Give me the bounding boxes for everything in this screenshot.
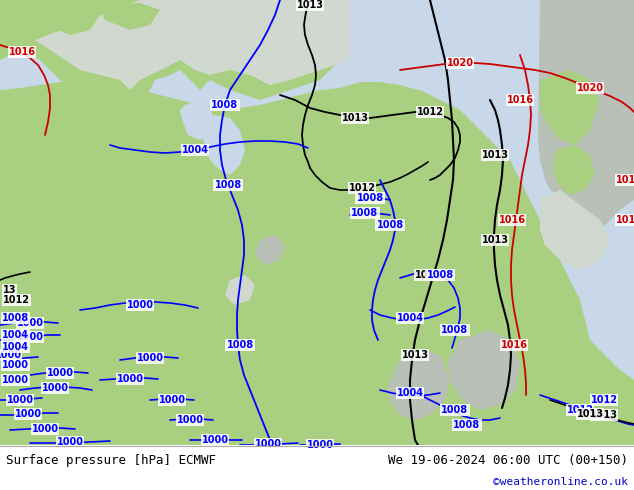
Text: We 19-06-2024 06:00 UTC (00+150): We 19-06-2024 06:00 UTC (00+150) [387,454,628,467]
Text: 1000: 1000 [254,439,281,449]
Polygon shape [255,235,285,265]
Text: 1012: 1012 [567,405,593,415]
Text: 1008: 1008 [356,193,384,203]
Text: 1000: 1000 [16,318,44,328]
Text: 1000: 1000 [32,424,58,434]
Text: 1000: 1000 [117,374,143,384]
Polygon shape [0,0,350,110]
Text: 1000: 1000 [6,395,34,405]
Text: 1000: 1000 [16,332,44,342]
Text: 1008: 1008 [427,270,453,280]
Text: 1016: 1016 [616,175,634,185]
Text: 1008: 1008 [377,220,404,230]
Text: 1020: 1020 [576,83,604,93]
Text: 1013: 1013 [401,350,429,360]
Text: 1000: 1000 [136,353,164,363]
Polygon shape [200,115,245,175]
Text: 1008: 1008 [211,100,238,110]
Text: 1000: 1000 [127,300,153,310]
Text: 13: 13 [3,285,16,295]
Text: 1000: 1000 [56,437,84,447]
Text: 1000: 1000 [41,383,68,393]
Polygon shape [0,80,634,445]
Polygon shape [35,0,350,90]
Text: 1016: 1016 [616,215,634,225]
Polygon shape [45,8,100,35]
Text: 1013: 1013 [590,410,618,420]
Text: 1016: 1016 [507,95,533,105]
Text: 1012: 1012 [349,183,375,193]
Text: 1012: 1012 [417,107,444,117]
Text: 1000: 1000 [46,368,74,378]
Text: 1000: 1000 [202,435,228,445]
Text: 1012: 1012 [590,395,618,405]
Polygon shape [225,275,255,305]
Polygon shape [0,40,30,60]
Polygon shape [0,0,160,60]
Polygon shape [448,330,520,410]
Polygon shape [553,145,595,195]
Text: 1000: 1000 [306,440,333,450]
Polygon shape [180,100,215,140]
Text: 1013: 1013 [415,270,441,280]
Text: 1000: 1000 [0,350,22,360]
Text: 1020: 1020 [446,58,474,68]
Text: 1008: 1008 [2,313,29,323]
Text: 1000: 1000 [2,360,29,370]
Polygon shape [540,190,610,270]
Text: 1004: 1004 [396,388,424,398]
Text: 1008: 1008 [226,340,254,350]
Polygon shape [388,350,450,420]
Text: 1000: 1000 [15,409,41,419]
Polygon shape [100,3,160,30]
Text: 1013: 1013 [481,150,508,160]
Text: 1008: 1008 [351,208,378,218]
Text: ©weatheronline.co.uk: ©weatheronline.co.uk [493,477,628,487]
Text: Surface pressure [hPa] ECMWF: Surface pressure [hPa] ECMWF [6,454,216,467]
Text: 1012: 1012 [3,295,30,305]
Text: 1013: 1013 [297,0,323,10]
Text: 1008: 1008 [214,180,242,190]
Text: 1013: 1013 [576,409,604,419]
Polygon shape [0,60,40,445]
Text: 1000: 1000 [2,375,29,385]
Polygon shape [540,70,600,145]
Text: 1013: 1013 [342,113,368,123]
Text: 1000: 1000 [176,415,204,425]
Text: 1016: 1016 [500,340,527,350]
Text: 1004: 1004 [396,313,424,323]
Text: 1016: 1016 [498,215,526,225]
Text: 1004: 1004 [2,330,29,340]
Text: 1004: 1004 [181,145,209,155]
Text: 1008: 1008 [453,420,481,430]
Text: 1013: 1013 [481,235,508,245]
Text: 1016: 1016 [8,47,36,57]
Text: 1000: 1000 [158,395,186,405]
Polygon shape [538,0,634,230]
Text: 1008: 1008 [441,405,469,415]
Text: 1008: 1008 [441,325,469,335]
Text: 1004: 1004 [2,342,29,352]
